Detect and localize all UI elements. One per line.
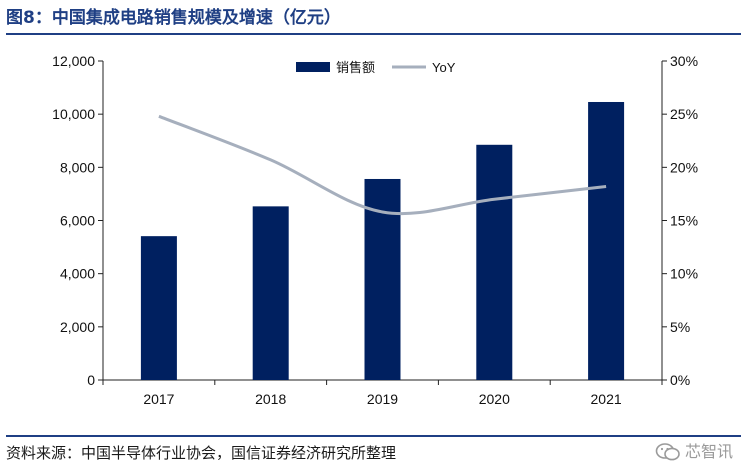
y-right-tick-label: 0% (670, 372, 690, 388)
y-left-tick-label: 8,000 (60, 159, 95, 175)
x-tick-label: 2019 (367, 391, 398, 407)
bar (252, 206, 289, 380)
x-tick-label: 2021 (591, 391, 622, 407)
wechat-icon (655, 443, 680, 461)
y-right-tick-label: 30% (670, 53, 698, 69)
y-right-tick-label: 10% (670, 266, 698, 282)
legend-swatch-bar (296, 62, 330, 72)
x-tick-label: 2017 (143, 391, 174, 407)
y-left-tick-label: 6,000 (60, 213, 95, 229)
source-note: 资料来源：中国半导体行业协会，国信证券经济研究所整理 (6, 444, 397, 462)
title-divider (6, 33, 741, 35)
combo-chart: 0 2,000 4,000 6,000 8,000 10,000 12,000 0% 5% 10%… (52, 53, 698, 407)
bar (140, 236, 177, 380)
yoy-line (158, 114, 607, 216)
x-tick-label: 2020 (479, 391, 510, 407)
x-tick-label: 2018 (255, 391, 286, 407)
legend-label-bar: 销售额 (336, 60, 375, 75)
legend-label-line: YoY (432, 60, 456, 75)
figure-title: 图8：中国集成电路销售规模及增速（亿元） (6, 8, 341, 28)
y-right-tick-label: 25% (670, 106, 698, 122)
bar (476, 144, 513, 380)
y-left-tick-label: 0 (87, 372, 95, 388)
watermark: 芯智讯 (655, 438, 733, 466)
y-left-tick-label: 2,000 (60, 319, 95, 335)
y-right-tick-label: 5% (670, 319, 690, 335)
watermark-text: 芯智讯 (684, 442, 733, 461)
bar (588, 101, 625, 380)
y-right-tick-label: 15% (670, 213, 698, 229)
y-left-tick-label: 12,000 (52, 53, 95, 69)
y-left-tick-label: 4,000 (60, 266, 95, 282)
y-left-tick-label: 10,000 (52, 106, 95, 122)
source-divider (6, 435, 741, 437)
y-right-tick-label: 20% (670, 159, 698, 175)
